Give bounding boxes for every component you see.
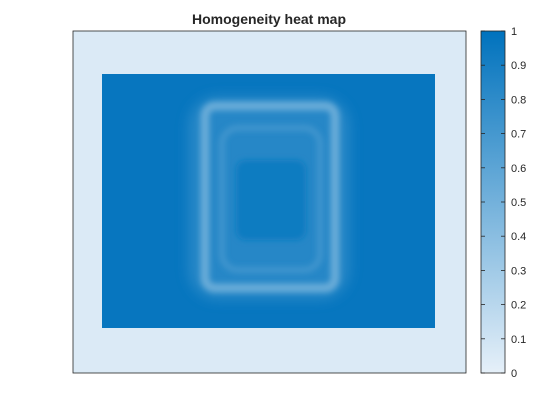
colorbar-tick-label: 0.2 — [511, 300, 526, 312]
colorbar-tick-label: 0.8 — [511, 94, 526, 106]
colorbar-tick-label: 0.1 — [511, 334, 526, 346]
colorbar-tick-label: 1 — [511, 26, 517, 38]
heatmap-inner-ring — [219, 125, 323, 273]
plot-frame — [72, 30, 467, 374]
heatmap-field — [102, 74, 435, 328]
plot-area — [72, 30, 467, 374]
colorbar-tick-label: 0 — [511, 368, 517, 380]
colorbar-tick-label: 0.3 — [511, 265, 526, 277]
colorbar-ticks: 0 0.1 0.2 0.3 0.4 0.5 0.6 0.7 0.8 0.9 1 — [481, 26, 526, 380]
colorbar-tick-label: 0.4 — [511, 231, 526, 243]
colorbar-tick-label: 0.6 — [511, 163, 526, 175]
colorbar-tick-label: 0.5 — [511, 197, 526, 209]
heatmap-core — [236, 160, 306, 240]
colorbar-tick-label: 0.7 — [511, 129, 526, 141]
heatmap-outer-ring — [200, 101, 340, 293]
colorbar: 0 0.1 0.2 0.3 0.4 0.5 0.6 0.7 0.8 0.9 1 — [480, 26, 526, 380]
chart-title: Homogeneity heat map — [192, 11, 346, 27]
colorbar-tick-label: 0.9 — [511, 60, 526, 72]
